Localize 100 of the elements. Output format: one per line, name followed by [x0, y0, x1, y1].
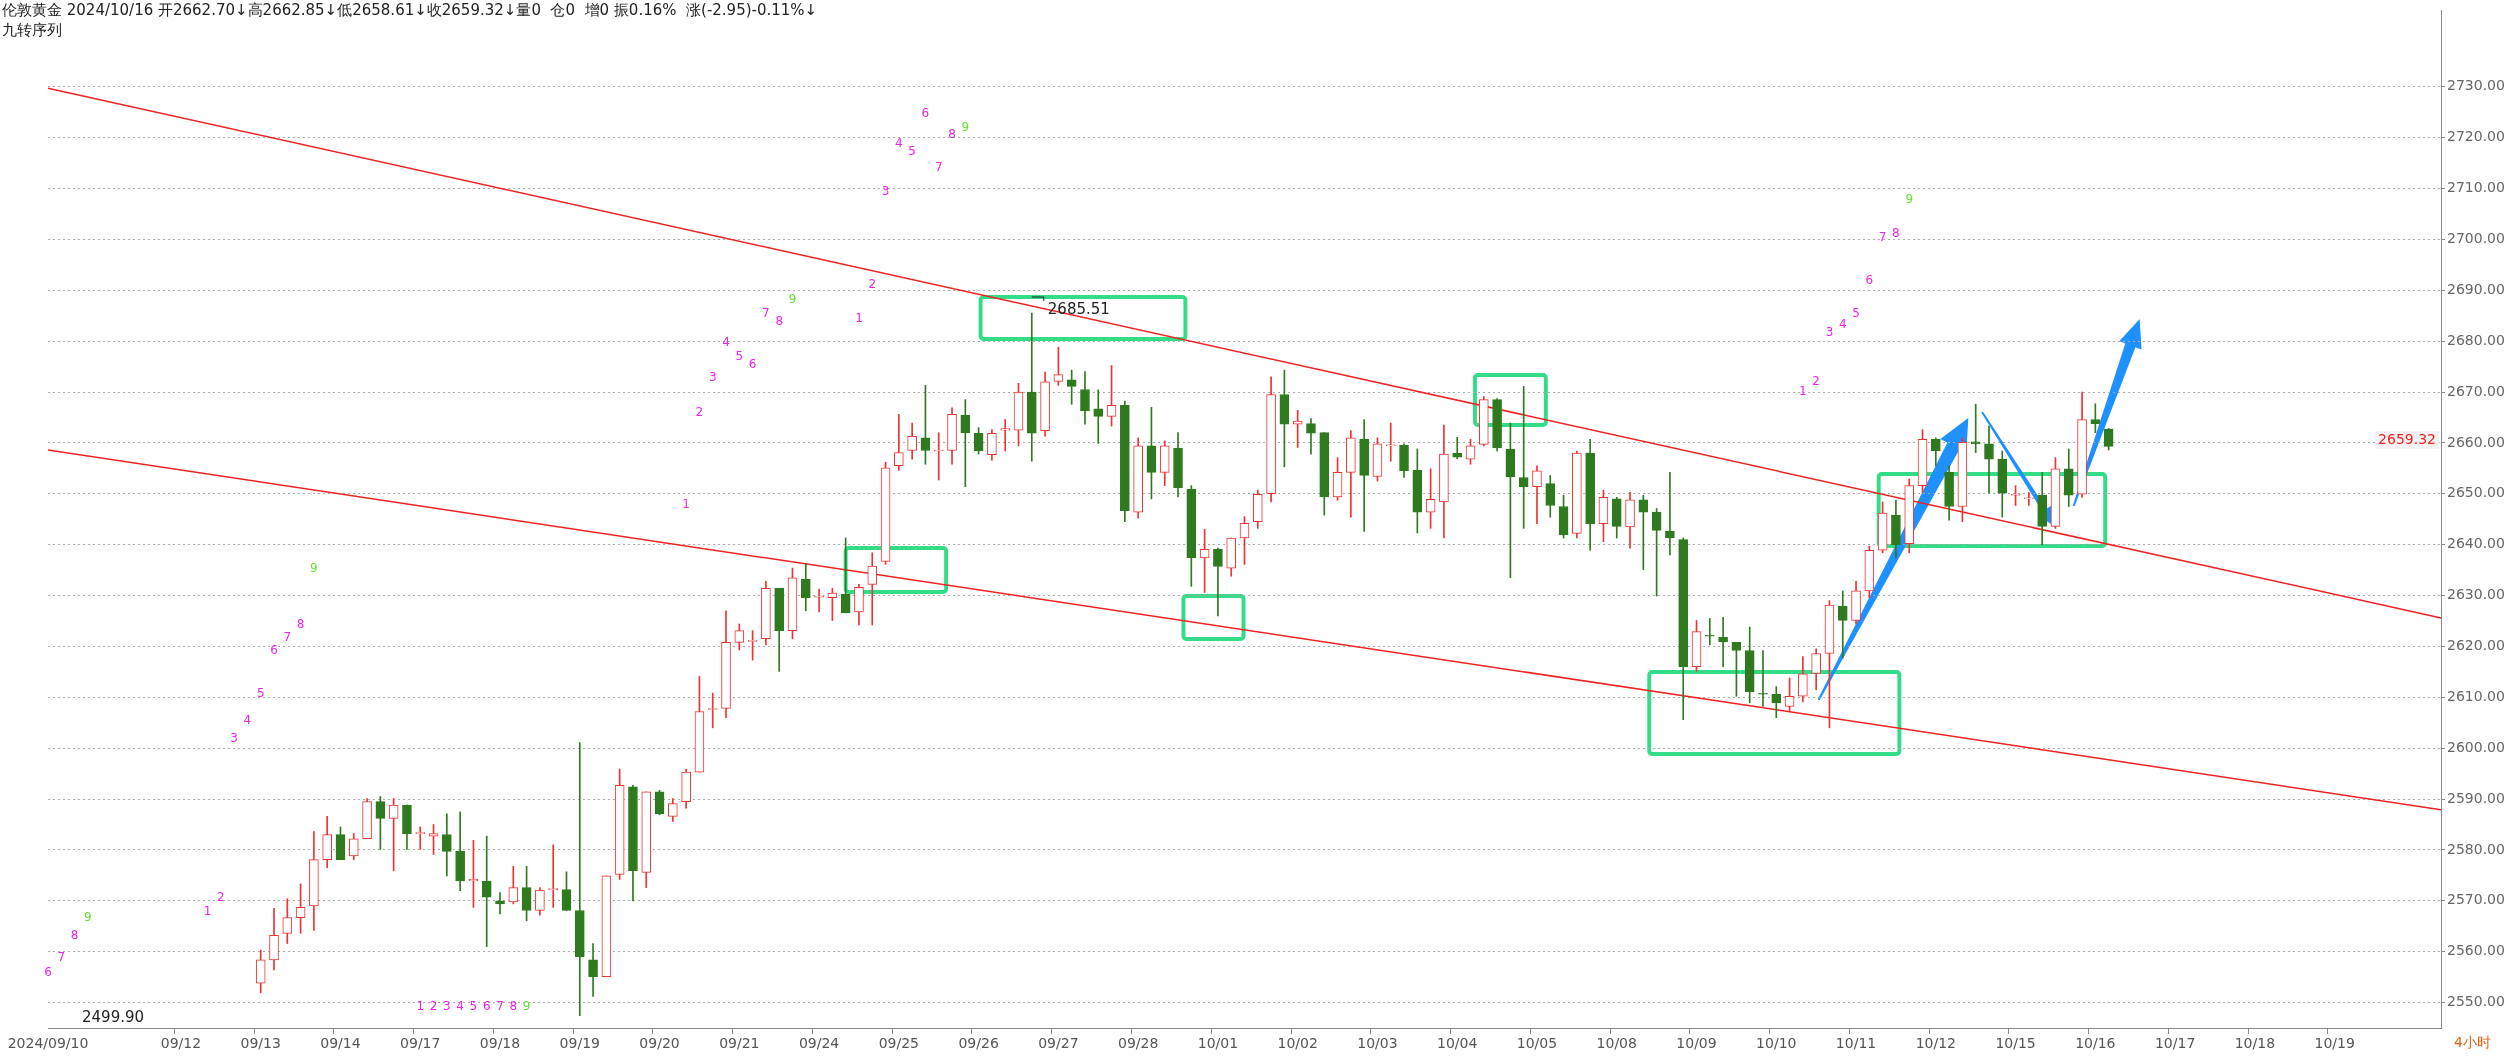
candlestick — [1758, 650, 1768, 707]
annotation: 3 — [230, 731, 238, 746]
annotation: 2499.90 — [82, 1007, 145, 1026]
candlestick — [1385, 422, 1396, 462]
annotation: 7 — [1878, 230, 1887, 245]
x-tick-label: 10/15 — [1995, 1035, 2036, 1052]
annotation: 6 — [921, 106, 930, 121]
annotation: 5 — [735, 349, 744, 364]
x-tick-label: 10/12 — [1915, 1035, 1956, 1052]
x-tick-label: 09/24 — [798, 1035, 840, 1052]
y-tick-label: 2650.00 — [2447, 484, 2504, 501]
x-tick-label: 10/16 — [2075, 1035, 2116, 1052]
candlestick — [1518, 386, 1529, 529]
candlestick — [1665, 472, 1675, 556]
annotation: 7 — [496, 999, 504, 1014]
annotation: 5 — [1852, 306, 1860, 321]
y-tick-label: 2580.00 — [2447, 840, 2504, 857]
annotation: 6 — [270, 643, 278, 658]
candlestick — [1000, 419, 1011, 452]
x-tick-label: 10/17 — [2154, 1035, 2196, 1052]
annotation: 6 — [44, 965, 52, 980]
candlestick — [1718, 617, 1728, 668]
annotation: 9 — [788, 292, 797, 307]
candlestick — [1093, 389, 1104, 444]
annotation: 8 — [1892, 226, 1900, 241]
annotation: 7 — [934, 160, 943, 175]
annotation: 3 — [708, 370, 717, 385]
y-tick-label: 2670.00 — [2447, 382, 2504, 399]
x-tick-label: 10/05 — [1516, 1035, 1558, 1052]
x-tick-label: 09/18 — [479, 1035, 521, 1052]
candlestick — [1066, 369, 1077, 405]
x-tick-label: 09/20 — [639, 1035, 680, 1052]
x-tick-label: 09/12 — [160, 1035, 202, 1052]
candlestick — [574, 742, 585, 1017]
annotation: 8 — [775, 314, 784, 329]
candlestick — [495, 892, 505, 915]
y-tick-label: 2620.00 — [2447, 637, 2504, 654]
x-tick-label: 10/11 — [1835, 1035, 1877, 1052]
annotation: 4 — [722, 335, 730, 350]
y-tick-label: 2610.00 — [2447, 687, 2504, 704]
x-tick-label: 10/18 — [2234, 1035, 2276, 1052]
annotation: 1 — [682, 497, 690, 512]
y-tick-label: 2550.00 — [2447, 993, 2504, 1010]
annotation: 9 — [310, 561, 318, 576]
annotation: 4 — [456, 999, 464, 1014]
x-tick-label: 09/17 — [400, 1035, 441, 1052]
x-tick-label: 09/25 — [878, 1035, 920, 1052]
annotation: 6 — [748, 357, 757, 372]
annotation: 2 — [868, 277, 877, 292]
annotation: 8 — [948, 127, 956, 142]
annotation: 2659.32 — [2378, 430, 2436, 447]
annotation: 3 — [443, 999, 451, 1014]
annotation: 4 — [1838, 317, 1847, 332]
annotation: 2 — [1812, 374, 1820, 389]
text: 九转序列 — [2, 20, 63, 40]
annotation: 9 — [961, 120, 970, 135]
annotation: 2685.51 — [1047, 299, 1110, 318]
annotation: 1 — [416, 999, 425, 1014]
annotation: 3 — [881, 184, 890, 199]
candlestick — [894, 414, 904, 471]
x-tick-label: 10/08 — [1596, 1035, 1637, 1052]
annotation: 1 — [1799, 384, 1807, 399]
y-tick-label: 2730.00 — [2447, 77, 2504, 94]
x-tick-label: 09/13 — [240, 1035, 281, 1052]
y-tick-label: 2710.00 — [2447, 179, 2504, 196]
x-tick-label: 09/14 — [320, 1035, 361, 1052]
annotation: 7 — [57, 950, 66, 965]
candlestick — [814, 589, 824, 613]
annotation: 8 — [509, 999, 518, 1014]
x-tick-label: 10/10 — [1756, 1035, 1797, 1052]
x-tick-label: 09/19 — [559, 1035, 600, 1052]
y-tick-label: 2630.00 — [2447, 586, 2504, 603]
annotation: 1 — [203, 904, 212, 919]
annotation: 6 — [1865, 273, 1874, 288]
candlestick — [1984, 425, 1994, 494]
annotation: 8 — [70, 928, 79, 943]
candlestick — [960, 399, 971, 487]
y-tick-label: 2700.00 — [2447, 230, 2504, 246]
annotation: 7 — [283, 630, 292, 645]
y-tick-label: 2600.00 — [2447, 738, 2504, 755]
annotation: 8 — [296, 617, 305, 632]
y-tick-label: 2560.00 — [2447, 942, 2504, 959]
annotation: 9 — [84, 910, 92, 925]
annotation: 2 — [429, 999, 438, 1014]
x-tick-label: 10/04 — [1437, 1035, 1478, 1052]
annotation: 6 — [482, 999, 491, 1014]
x-tick-label: 09/27 — [1038, 1035, 1079, 1052]
annotation: 3 — [1825, 325, 1834, 340]
candlestick — [933, 432, 944, 481]
y-tick-label: 2720.00 — [2447, 128, 2504, 145]
x-tick-label: 10/02 — [1277, 1035, 1318, 1052]
x-tick-label: 10/01 — [1197, 1035, 1239, 1052]
annotation: 2 — [217, 890, 225, 905]
x-tick-label: 09/26 — [958, 1035, 999, 1052]
annotation: 9 — [522, 999, 531, 1014]
annotation: 4 — [895, 136, 903, 151]
text: 4小时 — [2454, 1033, 2491, 1050]
y-tick-label: 2640.00 — [2447, 535, 2504, 552]
annotation: 5 — [908, 144, 916, 159]
y-tick-label: 2590.00 — [2447, 789, 2504, 806]
